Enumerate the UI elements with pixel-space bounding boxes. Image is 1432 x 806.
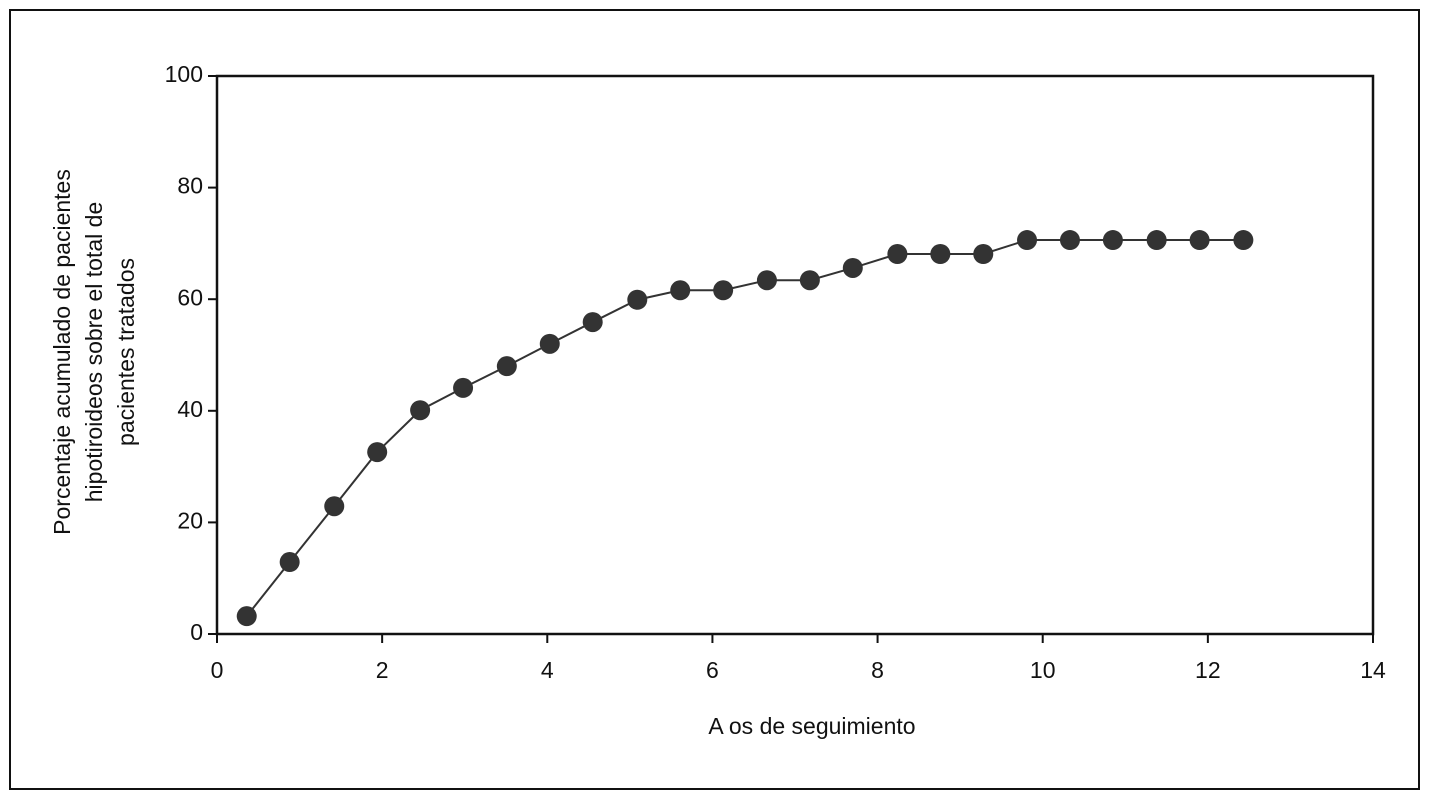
point	[842, 257, 863, 278]
point	[1017, 230, 1038, 251]
y-axis-label-line: hipotiroideos sobre el total de	[81, 202, 107, 502]
point	[582, 312, 603, 333]
frame	[9, 9, 1420, 790]
point	[236, 606, 257, 627]
y-axis-label: Porcentaje acumulado de pacientes hipoti…	[49, 169, 139, 535]
point	[367, 442, 388, 463]
y-tick-label: 0	[190, 619, 203, 645]
y-tick-label: 80	[177, 173, 203, 199]
point	[756, 270, 777, 291]
x-tick-label: 10	[1030, 657, 1056, 683]
x-axis-label: A os de seguimiento	[708, 713, 915, 739]
x-tick-label: 6	[706, 657, 719, 683]
point	[627, 289, 648, 310]
point	[887, 244, 908, 265]
y-axis-label-line: Porcentaje acumulado de pacientes	[49, 169, 75, 535]
y-tick-label: 60	[177, 284, 203, 310]
point	[1102, 230, 1123, 251]
x-tick-label: 2	[376, 657, 389, 683]
point	[973, 244, 994, 265]
point	[1059, 230, 1080, 251]
x-tick-label: 14	[1360, 657, 1386, 683]
x-tick-label: 0	[211, 657, 224, 683]
x-tick-label: 4	[541, 657, 554, 683]
point	[539, 333, 560, 354]
point	[1189, 230, 1210, 251]
line	[245, 239, 1244, 617]
point	[670, 280, 691, 301]
point	[1146, 230, 1167, 251]
point	[1233, 230, 1254, 251]
point	[496, 356, 517, 377]
point	[324, 496, 345, 517]
point	[930, 244, 951, 265]
point	[279, 552, 300, 573]
plot-area	[215, 74, 1375, 636]
point	[410, 400, 431, 421]
y-tick-label: 20	[177, 507, 203, 533]
point	[713, 280, 734, 301]
y-tick-label: 40	[177, 396, 203, 422]
point	[799, 270, 820, 291]
x-tick-label: 8	[871, 657, 884, 683]
x-tick-label: 12	[1195, 657, 1221, 683]
point	[453, 377, 474, 398]
y-axis-label-line: pacientes tratados	[113, 258, 139, 446]
y-tick-label: 100	[165, 61, 203, 87]
